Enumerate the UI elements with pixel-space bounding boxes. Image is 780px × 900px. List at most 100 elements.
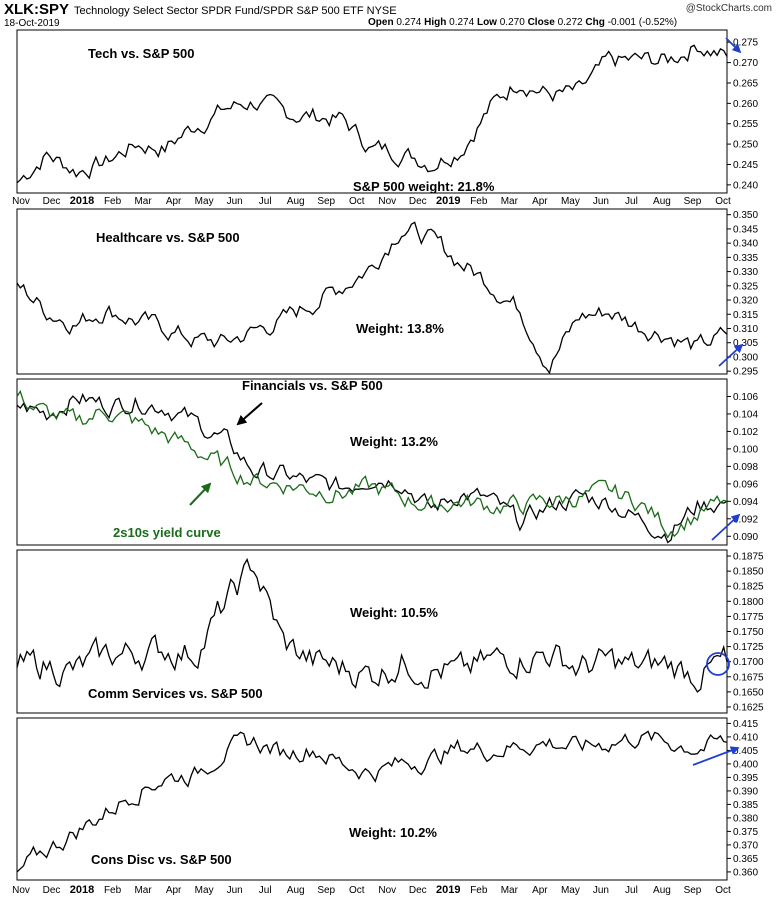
y-tick-label: 0.104 [733, 409, 758, 420]
yield-curve-label: 2s10s yield curve [113, 525, 221, 540]
y-tick-label: 0.375 [733, 827, 758, 838]
yield-curve-line [16, 389, 728, 539]
x-axis-label: Mar [134, 885, 152, 896]
y-tick-label: 0.1800 [733, 597, 764, 608]
trend-arrow [725, 37, 742, 54]
ohlc-readout: Open 0.274 High 0.274 Low 0.270 Close 0.… [368, 17, 677, 28]
y-tick-label: 0.090 [733, 532, 758, 543]
x-axis-label: Mar [501, 196, 519, 207]
y-tick-label: 0.250 [733, 140, 758, 151]
chart-panel-5: 0.360 0.365 0.370 0.375 0.380 0.385 0.390 0.395… [16, 717, 758, 881]
x-axis-label: Jun [593, 196, 609, 207]
trend-arrow [718, 343, 744, 367]
x-axis-label: Jul [259, 885, 272, 896]
y-tick-label: 0.305 [733, 338, 758, 349]
y-tick-label: 0.370 [733, 840, 758, 851]
y-tick-label: 0.1625 [733, 702, 764, 713]
series-line [16, 730, 728, 873]
x-axis-label: Sep [684, 885, 702, 896]
x-axis-label: Aug [653, 885, 671, 896]
x-axis-label: Apr [166, 196, 182, 207]
financials-arrow [236, 402, 263, 426]
y-tick-label: 0.1750 [733, 627, 764, 638]
y-tick-label: 0.106 [733, 392, 758, 403]
y-tick-label: 0.360 [733, 867, 758, 878]
x-axis-label: Aug [653, 196, 671, 207]
x-axis-label: Sep [684, 196, 702, 207]
x-axis-label: Aug [287, 885, 305, 896]
y-tick-label: 0.395 [733, 773, 758, 784]
x-axis-label: Nov [378, 885, 396, 896]
y-tick-label: 0.340 [733, 239, 758, 250]
x-axis-label: Sep [317, 196, 335, 207]
close-value: 0.272 [557, 17, 583, 28]
series-line [16, 221, 728, 375]
y-tick-label: 0.295 [733, 367, 758, 378]
x-axis-label: 2019 [436, 884, 460, 896]
y-tick-label: 0.400 [733, 759, 758, 770]
y-tick-label: 0.270 [733, 58, 758, 69]
x-axis-label: Jul [259, 196, 272, 207]
x-axis-label: Jul [625, 885, 638, 896]
panel-title: Tech vs. S&P 500 [88, 46, 194, 61]
chart-panel-4: 0.1625 0.1650 0.1675 0.1700 0.1725 0.1750 0.17… [16, 549, 764, 714]
weight-annotation: Weight: 10.2% [349, 825, 437, 840]
panel-frame [16, 378, 728, 546]
y-tick-label: 0.310 [733, 324, 758, 335]
x-axis-label: Dec [409, 885, 427, 896]
yield-curve-arrow [189, 482, 212, 506]
y-tick-label: 0.092 [733, 514, 758, 525]
panel-title: Financials vs. S&P 500 [242, 378, 383, 393]
y-tick-label: 0.096 [733, 479, 758, 490]
chart-panel-3: 0.090 0.092 0.094 0.096 0.098 0.100 0.102 0.104… [16, 378, 758, 546]
x-axis-label: Jun [227, 196, 243, 207]
y-tick-label: 0.315 [733, 310, 758, 321]
chart-panel-1: 0.240 0.245 0.250 0.255 0.260 0.265 0.270 0.275… [16, 29, 758, 194]
x-axis-label: Sep [317, 885, 335, 896]
y-tick-label: 0.410 [733, 732, 758, 743]
y-tick-label: 0.345 [733, 224, 758, 235]
chg-label: Chg [585, 17, 605, 28]
x-axis-label: Feb [104, 196, 122, 207]
x-axis-label: 2019 [436, 195, 460, 207]
x-axis-label: Mar [501, 885, 519, 896]
y-tick-label: 0.405 [733, 746, 758, 757]
panel-frame [16, 208, 728, 375]
y-tick-label: 0.1700 [733, 657, 764, 668]
y-tick-label: 0.098 [733, 462, 758, 473]
y-tick-label: 0.245 [733, 160, 758, 171]
y-tick-label: 0.415 [733, 719, 758, 730]
y-tick-label: 0.1875 [733, 552, 764, 563]
chart-symbol: XLK:SPY [4, 1, 70, 18]
y-tick-label: 0.240 [733, 180, 758, 191]
trend-arrow [692, 746, 740, 766]
x-axis-label: May [195, 196, 214, 207]
open-value: 0.274 [396, 17, 422, 28]
y-tick-label: 0.390 [733, 786, 758, 797]
low-value: 0.270 [499, 17, 525, 28]
y-tick-label: 0.335 [733, 253, 758, 264]
y-tick-label: 0.102 [733, 427, 758, 438]
y-tick-label: 0.380 [733, 813, 758, 824]
y-tick-label: 0.1825 [733, 582, 764, 593]
open-label: Open [368, 17, 394, 28]
y-tick-label: 0.1850 [733, 567, 764, 578]
x-axis-label: Dec [43, 885, 61, 896]
x-axis-label: Apr [532, 885, 548, 896]
y-tick-label: 0.325 [733, 281, 758, 292]
panel-frame [16, 717, 728, 881]
chart-date: 18-Oct-2019 [4, 18, 60, 29]
x-axis-label: Apr [166, 885, 182, 896]
y-tick-label: 0.320 [733, 296, 758, 307]
x-axis-label: Jun [227, 885, 243, 896]
y-tick-label: 0.1675 [733, 672, 764, 683]
series-line [16, 557, 728, 693]
x-axis-label: Nov [12, 885, 30, 896]
low-label: Low [476, 17, 497, 28]
x-axis-label: May [561, 885, 580, 896]
x-axis-label: Jul [625, 196, 638, 207]
close-label: Close [527, 17, 555, 28]
series-line [16, 44, 728, 184]
x-axis-label: 2018 [70, 195, 94, 207]
